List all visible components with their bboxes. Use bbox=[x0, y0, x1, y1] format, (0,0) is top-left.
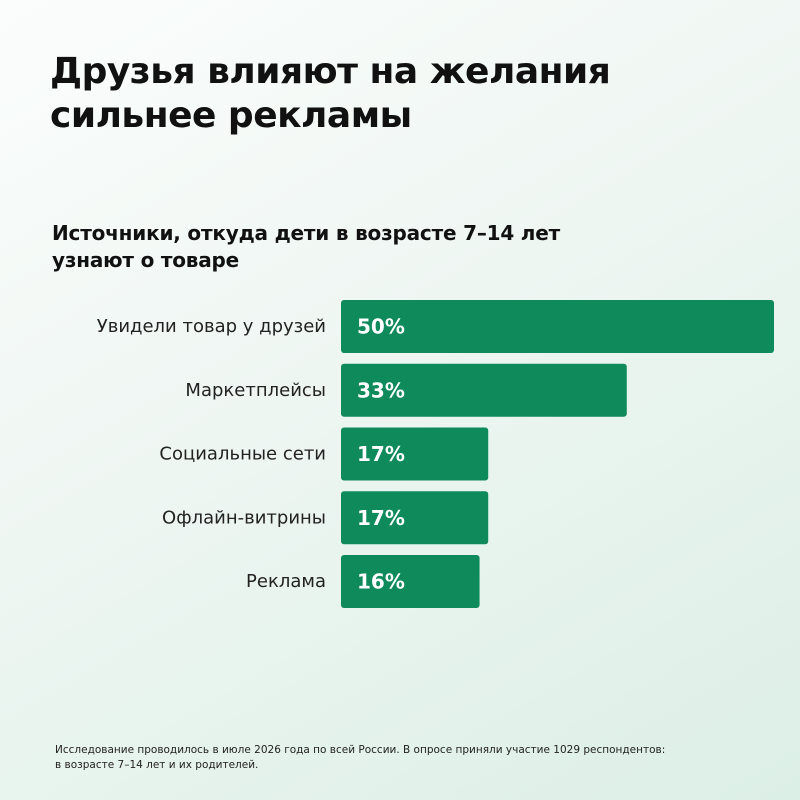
bar-group: Офлайн-витрины 17% bbox=[162, 491, 489, 545]
category-label: Реклама bbox=[246, 571, 326, 592]
footnote: Исследование проводилось в июле 2026 год… bbox=[55, 743, 755, 773]
chart-title-line-2: узнают о товаре bbox=[52, 248, 240, 272]
footnote-line-1: Исследование проводилось в июле 2026 год… bbox=[55, 744, 666, 756]
page-title-line-1: Друзья влияют на желания bbox=[50, 51, 611, 92]
chart-title-line-1: Источники, откуда дети в возрасте 7–14 л… bbox=[52, 221, 561, 245]
bar bbox=[341, 300, 774, 353]
data-label: 16% bbox=[357, 570, 405, 594]
category-label: Маркетплейсы bbox=[185, 380, 326, 401]
footnote-line-2: в возрасте 7–14 лет и их родителей. bbox=[55, 759, 259, 771]
bar-group: Социальные сети 17% bbox=[159, 427, 489, 481]
bar bbox=[341, 363, 627, 417]
page-title: Друзья влияют на желания сильнее рекламы bbox=[50, 50, 750, 138]
bar bbox=[341, 555, 480, 608]
category-label: Офлайн-витрины bbox=[162, 507, 326, 528]
bar-group: Маркетплейсы 33% bbox=[185, 363, 627, 417]
category-label: Увидели товар у друзей bbox=[97, 316, 326, 337]
data-label: 17% bbox=[357, 506, 405, 530]
page-title-line-2: сильнее рекламы bbox=[50, 95, 412, 136]
chart-title: Источники, откуда дети в возрасте 7–14 л… bbox=[52, 220, 692, 274]
data-label: 33% bbox=[357, 378, 405, 402]
bar bbox=[341, 427, 489, 481]
bar bbox=[341, 491, 489, 545]
category-label: Социальные сети bbox=[159, 444, 326, 465]
data-label: 50% bbox=[357, 315, 405, 339]
bar-group: Реклама 16% bbox=[246, 555, 480, 608]
bar-group: Увидели товар у друзей 50% bbox=[97, 300, 774, 353]
data-label: 17% bbox=[357, 442, 405, 466]
